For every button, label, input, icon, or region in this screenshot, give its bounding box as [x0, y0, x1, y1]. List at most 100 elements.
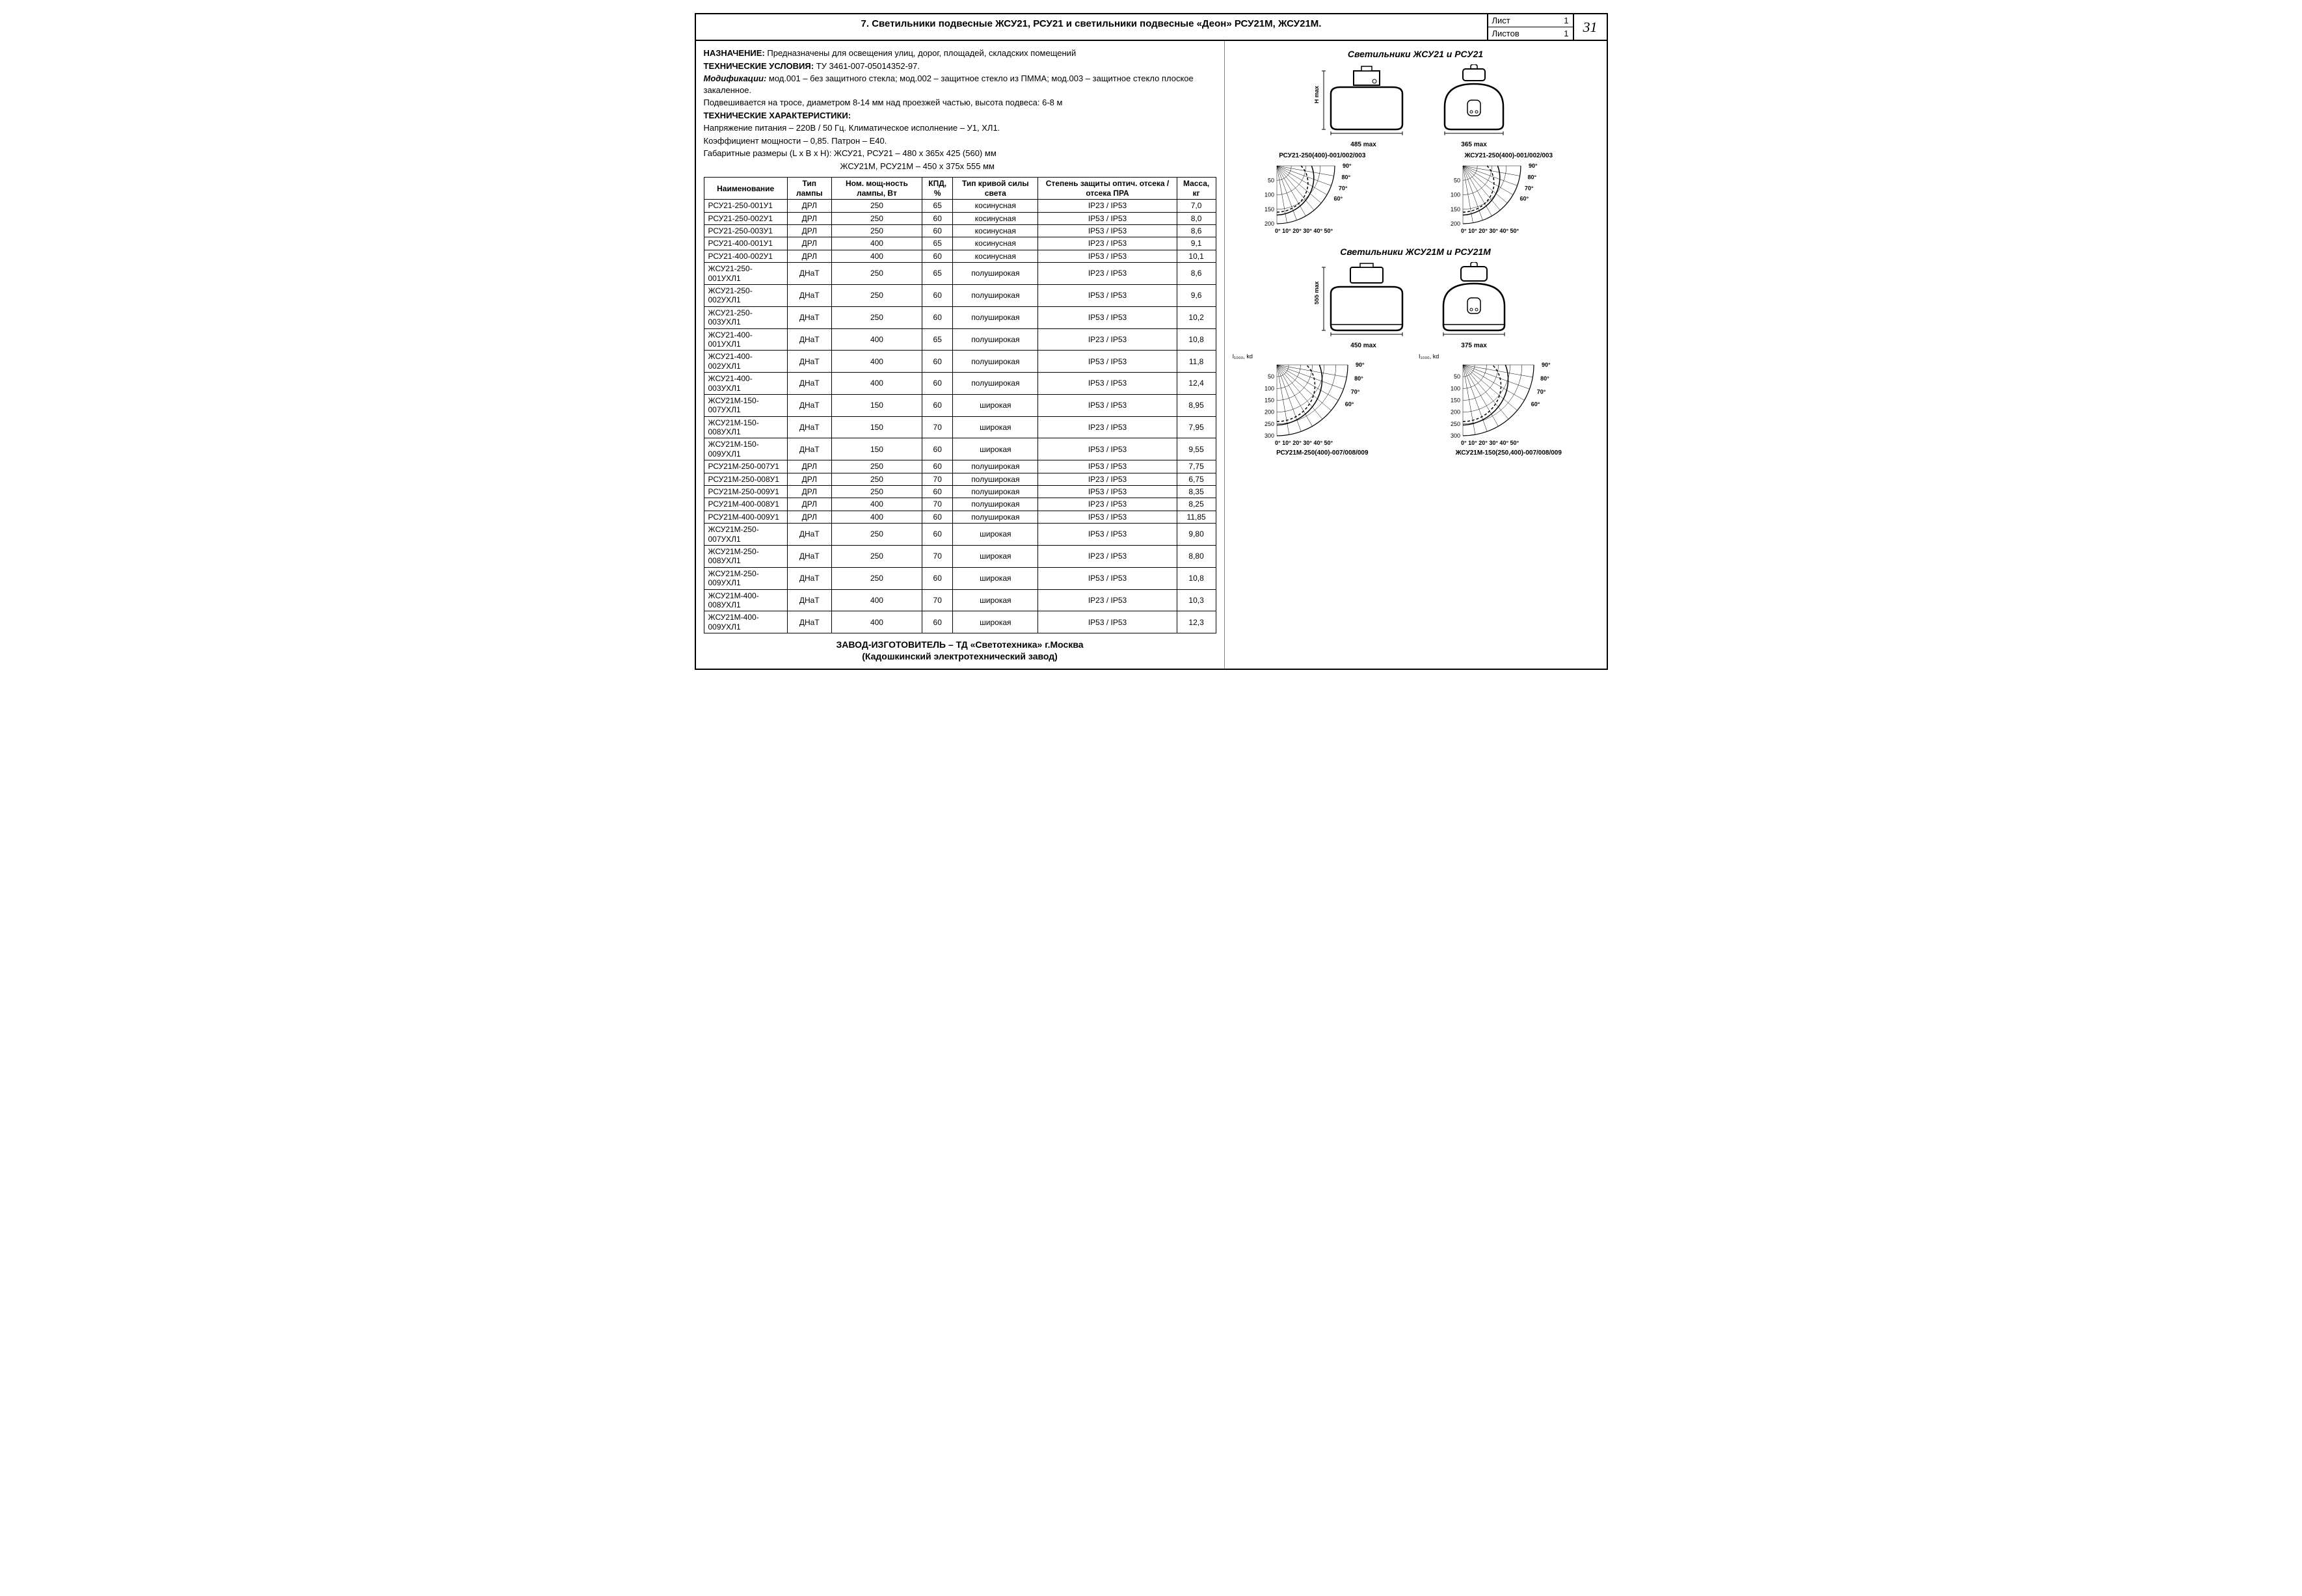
table-cell: 150: [831, 394, 922, 416]
table-cell: 400: [831, 611, 922, 633]
figure-caption-2: Светильники ЖСУ21М и РСУ21М: [1233, 246, 1599, 257]
table-row: РСУ21М-400-009У1ДРЛ40060полуширокаяIР53 …: [704, 511, 1216, 523]
table-cell: IР53 / IР53: [1038, 460, 1177, 473]
table-cell: 60: [922, 394, 953, 416]
svg-text:200: 200: [1265, 409, 1274, 416]
table-cell: 9,80: [1177, 524, 1216, 546]
table-cell: 12,4: [1177, 373, 1216, 395]
table-cell: 70: [922, 498, 953, 511]
svg-text:100: 100: [1265, 192, 1274, 198]
polar-chart-2: ЖСУ21-250(400)-001/002/003 5010015020060…: [1419, 152, 1598, 237]
table-cell: ДНаТ: [787, 394, 831, 416]
table-cell: 60: [922, 225, 953, 237]
table-cell: IР53 / IР53: [1038, 351, 1177, 373]
svg-text:300: 300: [1265, 432, 1274, 439]
table-row: ЖСУ21-400-003УХЛ1ДНаТ40060полуширокаяIР5…: [704, 373, 1216, 395]
table-cell: 10,2: [1177, 306, 1216, 328]
table-cell: 11,85: [1177, 511, 1216, 523]
table-cell: широкая: [953, 567, 1038, 589]
photometric-row-2: I₁₀₀₀, kd 5010015020025030060°70°80°90°0…: [1233, 353, 1599, 458]
dim-365: 365 max: [1432, 141, 1516, 148]
page-number: 31: [1574, 14, 1607, 40]
table-cell: IР23 / IР53: [1038, 328, 1177, 351]
table-cell: IР23 / IР53: [1038, 589, 1177, 611]
svg-text:150: 150: [1265, 397, 1274, 404]
table-cell: 60: [922, 351, 953, 373]
table-cell: IР23 / IР53: [1038, 545, 1177, 567]
photo-label-3: РСУ21М-250(400)-007/008/009: [1233, 449, 1412, 457]
table-cell: IР53 / IР53: [1038, 611, 1177, 633]
table-cell: 400: [831, 328, 922, 351]
table-cell: 70: [922, 473, 953, 485]
th-mass: Масса, кг: [1177, 178, 1216, 200]
table-cell: IР23 / IР53: [1038, 200, 1177, 212]
table-cell: 60: [922, 460, 953, 473]
table-cell: 70: [922, 545, 953, 567]
table-cell: ЖСУ21-250-002УХЛ1: [704, 284, 787, 306]
table-cell: ЖСУ21М-150-009УХЛ1: [704, 438, 787, 460]
svg-text:60°: 60°: [1333, 196, 1343, 202]
table-cell: РСУ21-250-003У1: [704, 225, 787, 237]
table-cell: РСУ21-250-001У1: [704, 200, 787, 212]
table-cell: ДНаТ: [787, 611, 831, 633]
figure-caption-1: Светильники ЖСУ21 и РСУ21: [1233, 49, 1599, 59]
tu-label: ТЕХНИЧЕСКИЕ УСЛОВИЯ:: [704, 61, 814, 71]
table-cell: ДНаТ: [787, 373, 831, 395]
i-label-4: I₁₀₀₀, kd: [1419, 353, 1598, 360]
th-protection: Степень защиты оптич. отсека / отсека ПР…: [1038, 178, 1177, 200]
table-header-row: Наименование Тип лампы Ном. мощ-ность ла…: [704, 178, 1216, 200]
lamp-m-front-view-icon: 375 max: [1432, 262, 1516, 349]
table-cell: косинусная: [953, 200, 1038, 212]
table-cell: IР23 / IР53: [1038, 473, 1177, 485]
table-cell: широкая: [953, 611, 1038, 633]
table-cell: 8,80: [1177, 545, 1216, 567]
sheet-info: Лист1 Листов1: [1488, 14, 1574, 40]
table-cell: ДРЛ: [787, 498, 831, 511]
table-cell: РСУ21М-250-007У1: [704, 460, 787, 473]
table-cell: ДРЛ: [787, 460, 831, 473]
table-cell: полуширокая: [953, 328, 1038, 351]
table-cell: РСУ21М-250-009У1: [704, 486, 787, 498]
table-cell: IР53 / IР53: [1038, 373, 1177, 395]
table-cell: ЖСУ21-250-003УХЛ1: [704, 306, 787, 328]
table-cell: полуширокая: [953, 306, 1038, 328]
svg-text:150: 150: [1265, 206, 1274, 213]
table-row: ЖСУ21М-250-009УХЛ1ДНаТ25060широкаяIР53 /…: [704, 567, 1216, 589]
table-cell: 60: [922, 284, 953, 306]
table-cell: 60: [922, 438, 953, 460]
table-cell: 250: [831, 200, 922, 212]
table-cell: 250: [831, 486, 922, 498]
svg-text:0° 10° 20° 30° 40° 50°: 0° 10° 20° 30° 40° 50°: [1461, 228, 1519, 234]
svg-text:50: 50: [1268, 177, 1274, 183]
table-cell: косинусная: [953, 225, 1038, 237]
table-cell: 65: [922, 263, 953, 285]
table-cell: 6,75: [1177, 473, 1216, 485]
table-row: ЖСУ21М-250-008УХЛ1ДНаТ25070широкаяIР23 /…: [704, 545, 1216, 567]
table-row: ЖСУ21М-150-008УХЛ1ДНаТ15070широкаяIР23 /…: [704, 416, 1216, 438]
table-cell: 400: [831, 498, 922, 511]
table-cell: ЖСУ21-400-001УХЛ1: [704, 328, 787, 351]
table-cell: 400: [831, 351, 922, 373]
table-cell: 65: [922, 237, 953, 250]
table-row: РСУ21-250-001У1ДРЛ25065косинуснаяIР23 / …: [704, 200, 1216, 212]
photometric-row-1: РСУ21-250(400)-001/002/003 5010015020060…: [1233, 152, 1599, 237]
table-cell: косинусная: [953, 237, 1038, 250]
table-cell: ДНаТ: [787, 438, 831, 460]
i-label-3: I₁₀₀₀, kd: [1233, 353, 1412, 360]
svg-text:100: 100: [1451, 385, 1460, 392]
table-cell: 60: [922, 524, 953, 546]
body-area: НАЗНАЧЕНИЕ: Предназначены для освещения …: [696, 41, 1607, 669]
polar-chart-4: I₁₀₀₀, kd 5010015020025030060°70°80°90°0…: [1419, 353, 1598, 458]
tech-label: ТЕХНИЧЕСКИЕ ХАРАКТЕРИСТИКИ:: [704, 111, 851, 120]
table-cell: 250: [831, 263, 922, 285]
footer-line-1: ЗАВОД-ИЗГОТОВИТЕЛЬ – ТД «Светотехника» г…: [704, 639, 1216, 650]
table-cell: ДНаТ: [787, 416, 831, 438]
svg-text:80°: 80°: [1354, 375, 1363, 382]
table-cell: широкая: [953, 394, 1038, 416]
th-name: Наименование: [704, 178, 787, 200]
table-cell: ДРЛ: [787, 250, 831, 262]
table-row: ЖСУ21-250-003УХЛ1ДНаТ25060полуширокаяIР5…: [704, 306, 1216, 328]
table-cell: ЖСУ21М-250-008УХЛ1: [704, 545, 787, 567]
table-cell: 10,1: [1177, 250, 1216, 262]
table-row: ЖСУ21М-400-008УХЛ1ДНаТ40070широкаяIР23 /…: [704, 589, 1216, 611]
